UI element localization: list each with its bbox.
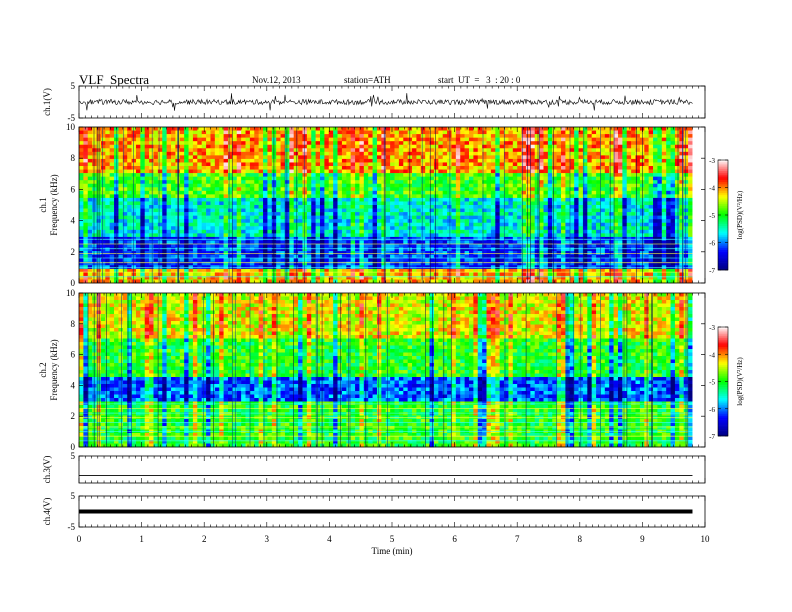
ch.1-ytick-1: -5 bbox=[68, 113, 76, 123]
xtick-3: 3 bbox=[265, 534, 270, 544]
ch1-colorbar-tick-4: -7 bbox=[709, 267, 715, 275]
start-time-label: start UT = 3 : 20 : 0 bbox=[438, 75, 521, 85]
ch.1-ytick-5: 10 bbox=[66, 122, 76, 132]
xtick-6: 6 bbox=[452, 534, 457, 544]
ch1-freq-ylabel-2: Frequency (kHz) bbox=[49, 174, 59, 235]
ch1-colorbar-tick-2: -5 bbox=[709, 212, 715, 220]
ch2-colorbar-label: log(PSD)(V²/Hz) bbox=[736, 357, 744, 406]
x-axis-label: Time (min) bbox=[372, 546, 413, 556]
ch.1-ytick-1: 2 bbox=[71, 247, 76, 257]
ch.1-ytick-2: 4 bbox=[71, 216, 76, 226]
ch1-ylabel: ch.1(V) bbox=[42, 88, 52, 116]
ch3-ylabel: ch.3(V) bbox=[42, 456, 52, 484]
ch.2-ytick-0: 0 bbox=[71, 442, 76, 452]
xtick-7: 7 bbox=[515, 534, 520, 544]
axis-labels: 5-50246810024681055-5ch.1(V)ch.3(V)ch.4(… bbox=[38, 81, 710, 556]
ch.2-ytick-3: 6 bbox=[71, 350, 76, 360]
waveforms bbox=[78, 93, 693, 514]
xtick-8: 8 bbox=[578, 534, 583, 544]
ch.3-ytick-0: 5 bbox=[71, 451, 76, 461]
xtick-0: 0 bbox=[77, 534, 82, 544]
station-label: station=ATH bbox=[344, 75, 391, 85]
ch1-colorbar-tick-1: -4 bbox=[709, 185, 715, 193]
ch.2-ytick-5: 10 bbox=[66, 288, 76, 298]
ch.2-ytick-1: 2 bbox=[71, 411, 76, 421]
ch1-colorbar-tick-0: -3 bbox=[709, 157, 715, 165]
ch2-freq-ylabel-1: ch.2 bbox=[38, 362, 48, 377]
xtick-10: 10 bbox=[701, 534, 711, 544]
ch2-spectrogram bbox=[79, 293, 705, 448]
ch.1-ytick-4: 8 bbox=[71, 153, 76, 163]
ch4-ylabel: ch.4(V) bbox=[42, 498, 52, 526]
xtick-1: 1 bbox=[139, 534, 144, 544]
ch.1-ytick-0: 5 bbox=[71, 81, 76, 91]
ch.1-ytick-3: 6 bbox=[71, 184, 76, 194]
xtick-9: 9 bbox=[640, 534, 645, 544]
xtick-4: 4 bbox=[327, 534, 332, 544]
ch2-freq-ylabel-2: Frequency (kHz) bbox=[49, 339, 59, 400]
ch2-colorbar-tick-4: -7 bbox=[709, 433, 715, 441]
date-label: Nov.12, 2013 bbox=[252, 75, 301, 85]
xtick-5: 5 bbox=[390, 534, 395, 544]
ch1-freq-ylabel-1: ch.1 bbox=[38, 197, 48, 212]
xtick-2: 2 bbox=[202, 534, 207, 544]
tick-marks bbox=[78, 85, 706, 528]
ch1-waveform bbox=[78, 93, 693, 111]
ch.2-ytick-2: 4 bbox=[71, 380, 76, 390]
ch2-colorbar-tick-1: -4 bbox=[709, 351, 715, 359]
ch1-colorbar-tick-3: -6 bbox=[709, 240, 715, 248]
ch.4-ytick-1: -5 bbox=[68, 522, 76, 532]
ch1-colorbar-label: log(PSD)(V²/Hz) bbox=[736, 190, 744, 239]
ch.2-ytick-4: 8 bbox=[71, 319, 76, 329]
ch2-colorbar-tick-0: -3 bbox=[709, 324, 715, 332]
colorbars: -3 -4 -5 -6 -7 log(PSD)(V²/Hz) -3 -4 -5 -6 -7 log(P… bbox=[709, 157, 744, 441]
ch.1-ytick-0: 0 bbox=[71, 278, 76, 288]
ch2-colorbar-tick-2: -5 bbox=[709, 379, 715, 387]
figure-title: VLF Spectra bbox=[79, 72, 150, 87]
ch.4-ytick-0: 5 bbox=[71, 491, 76, 501]
ch2-colorbar-tick-3: -6 bbox=[709, 406, 715, 414]
ch1-spectrogram bbox=[79, 127, 705, 284]
